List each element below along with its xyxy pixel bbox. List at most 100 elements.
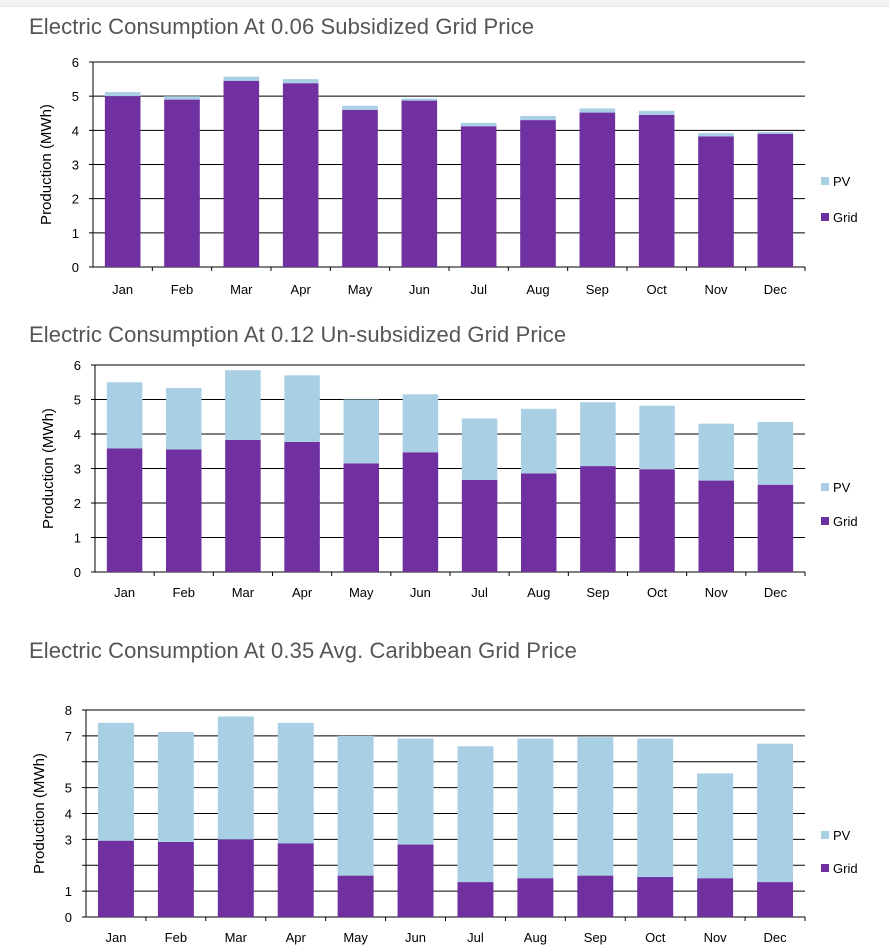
bar-grid xyxy=(397,844,434,917)
x-tick-label: Dec xyxy=(763,930,787,945)
bar-grid xyxy=(639,469,675,572)
x-tick-label: Apr xyxy=(286,930,307,945)
x-tick-label: May xyxy=(349,585,374,600)
x-tick-label: Jun xyxy=(409,282,430,297)
x-tick-label: Jan xyxy=(114,585,135,600)
y-tick-label: 0 xyxy=(72,260,79,275)
bar-pv xyxy=(698,133,734,137)
y-tick-label: 0 xyxy=(65,910,72,925)
x-tick-label: Jun xyxy=(405,930,426,945)
bar-pv xyxy=(457,746,494,883)
bar-grid xyxy=(638,114,675,267)
bar-grid xyxy=(106,448,143,572)
x-tick-label: Oct xyxy=(645,930,666,945)
bar-grid xyxy=(342,109,378,267)
y-tick-label: 2 xyxy=(74,496,81,511)
bar-pv xyxy=(157,731,194,842)
bar-grid xyxy=(577,875,614,917)
bar-pv xyxy=(337,735,374,876)
bar-grid xyxy=(517,878,554,917)
legend-label-pv: PV xyxy=(833,174,851,189)
y-tick-label: 8 xyxy=(65,703,72,718)
bar-pv xyxy=(520,115,556,121)
bar-grid xyxy=(104,96,141,267)
y-tick-label: 5 xyxy=(72,89,79,104)
y-tick-label: 1 xyxy=(74,531,81,546)
bar-grid xyxy=(698,136,734,267)
bar-pv xyxy=(164,96,200,100)
x-tick-label: Feb xyxy=(165,930,187,945)
y-tick-label: 5 xyxy=(74,393,81,408)
x-tick-label: Feb xyxy=(171,282,193,297)
x-tick-label: Aug xyxy=(527,585,550,600)
bar-pv xyxy=(757,421,794,485)
legend-label-grid: Grid xyxy=(833,514,858,529)
bar-grid xyxy=(402,452,439,572)
x-tick-label: Nov xyxy=(704,930,728,945)
bar-grid xyxy=(580,466,616,572)
bar-pv xyxy=(757,743,794,883)
legend-label-pv: PV xyxy=(833,480,851,495)
x-tick-label: Jul xyxy=(470,282,487,297)
bar-pv xyxy=(284,375,320,442)
y-tick-label: 2 xyxy=(72,192,79,207)
bar-grid xyxy=(277,843,314,917)
legend-swatch-pv xyxy=(821,831,829,839)
x-tick-label: Mar xyxy=(232,585,255,600)
chart-title-unsubsidized: Electric Consumption At 0.12 Un-subsidiz… xyxy=(29,322,567,347)
y-tick-label: 3 xyxy=(74,462,81,477)
y-axis-label: Production (MWh) xyxy=(38,104,55,225)
bar-grid xyxy=(223,80,260,268)
bar-pv xyxy=(97,722,134,841)
bar-grid xyxy=(337,875,374,917)
bar-grid xyxy=(757,882,794,917)
bar-pv xyxy=(343,399,379,464)
x-tick-label: Feb xyxy=(173,585,195,600)
chart-caribbean: 0 1 3 4 5 7 8 Production (MWh) Jan Feb Mar Apr May Ju… xyxy=(31,703,858,945)
y-axis-label: Production (MWh) xyxy=(31,753,48,874)
bar-grid xyxy=(757,133,794,267)
x-tick-label: Dec xyxy=(764,282,788,297)
bar-pv xyxy=(225,370,261,440)
legend-swatch-grid xyxy=(821,213,829,221)
x-tick-label: Sep xyxy=(586,585,609,600)
bar-pv xyxy=(223,76,260,81)
y-axis-label: Production (MWh) xyxy=(40,408,57,529)
bar-grid xyxy=(282,83,319,267)
x-tick-label: Aug xyxy=(524,930,547,945)
bar-grid xyxy=(225,439,261,572)
x-tick-label: Dec xyxy=(764,585,788,600)
bar-pv xyxy=(461,418,498,480)
bar-pv xyxy=(106,382,143,449)
bar-grid xyxy=(520,120,556,267)
top-border xyxy=(0,0,889,7)
bar-pv xyxy=(580,402,616,467)
legend-swatch-pv xyxy=(821,177,829,185)
bar-pv xyxy=(342,105,378,110)
bar-pv xyxy=(217,716,254,840)
x-tick-label: Nov xyxy=(704,282,728,297)
x-tick-label: Apr xyxy=(292,585,313,600)
bar-pv xyxy=(402,394,439,453)
chart-unsubsidized: 0 1 2 3 4 5 6 Production (MWh) Jan Feb Mar Apr May Ju… xyxy=(40,358,858,600)
x-tick-label: May xyxy=(343,930,368,945)
bar-grid xyxy=(166,449,202,572)
x-tick-label: Sep xyxy=(586,282,609,297)
bar-pv xyxy=(698,423,734,481)
bar-grid xyxy=(698,480,734,572)
bar-grid xyxy=(457,882,494,917)
bar-grid xyxy=(401,100,438,267)
y-tick-label: 0 xyxy=(74,565,81,580)
y-tick-label: 3 xyxy=(72,158,79,173)
y-tick-label: 1 xyxy=(72,226,79,241)
bar-pv xyxy=(697,773,734,879)
x-tick-label: May xyxy=(348,282,373,297)
x-tick-label: Sep xyxy=(584,930,607,945)
bar-pv xyxy=(397,738,434,845)
legend-swatch-grid xyxy=(821,864,829,872)
x-tick-label: Jan xyxy=(112,282,133,297)
bar-pv xyxy=(282,79,319,84)
y-tick-label: 7 xyxy=(65,729,72,744)
bar-grid xyxy=(579,112,616,267)
bar-grid xyxy=(217,839,254,917)
